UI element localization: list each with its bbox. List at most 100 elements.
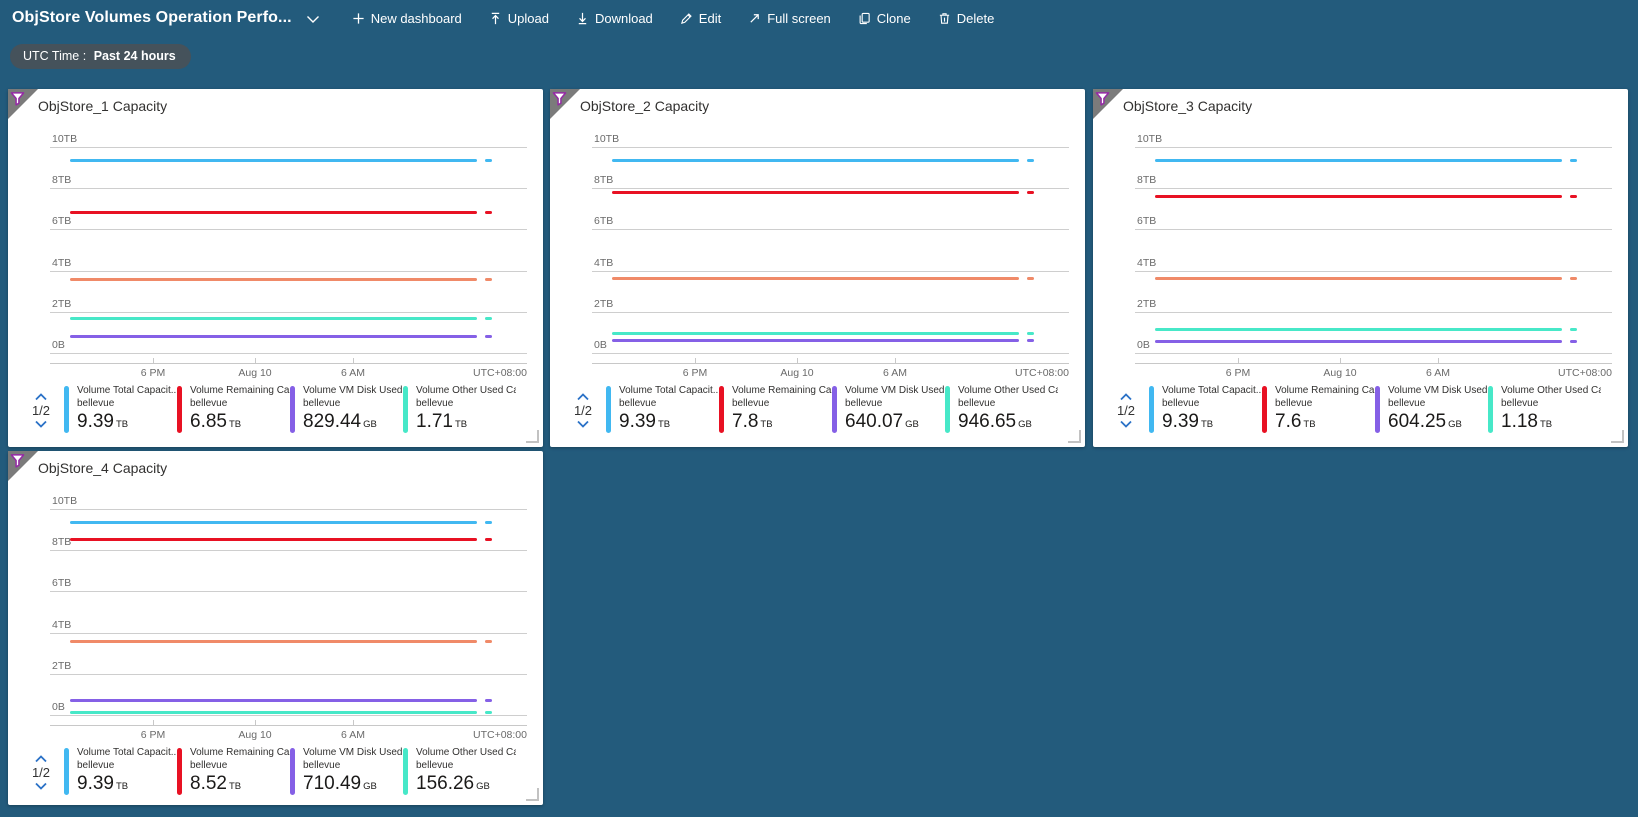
dashboard-title[interactable]: ObjStore Volumes Operation Perfo... xyxy=(12,9,292,26)
upload-button[interactable]: Upload xyxy=(489,11,549,26)
series-line xyxy=(612,191,1019,194)
legend-item[interactable]: Volume VM Disk Used ... bellevue 710.49 G… xyxy=(290,746,403,798)
legend-color-bar xyxy=(945,386,950,433)
page-up-icon[interactable] xyxy=(577,392,589,401)
new-dashboard-button[interactable]: New dashboard xyxy=(352,11,462,26)
series-line xyxy=(1155,340,1562,343)
tile-filter-corner[interactable] xyxy=(8,89,38,119)
edit-button[interactable]: Edit xyxy=(680,11,721,26)
legend-metric-label: Volume VM Disk Used ... xyxy=(303,385,403,396)
legend-item[interactable]: Volume VM Disk Used ... bellevue 604.25 G… xyxy=(1375,384,1488,436)
legend-unit: TB xyxy=(454,419,468,430)
tile-resize-handle[interactable] xyxy=(1068,430,1081,443)
legend-item[interactable]: Volume Remaining Cap... bellevue 7.8TB xyxy=(719,384,832,436)
legend-unit: TB xyxy=(228,419,242,430)
y-axis-label: 8TB xyxy=(52,174,72,186)
y-axis-label: 0B xyxy=(52,339,65,351)
legend-value: 604.25 xyxy=(1388,411,1447,432)
chevron-down-icon[interactable] xyxy=(306,11,320,29)
page-down-icon[interactable] xyxy=(35,782,47,790)
legend-unit: TB xyxy=(1303,419,1316,430)
tile-resize-handle[interactable] xyxy=(526,430,539,443)
funnel-icon xyxy=(1095,92,1110,106)
legend-item[interactable]: Volume Remaining Cap... bellevue 7.6TB xyxy=(1262,384,1375,436)
page-down-icon[interactable] xyxy=(35,420,47,428)
series-line xyxy=(612,277,1019,280)
tile-filter-corner[interactable] xyxy=(550,89,580,119)
legend-value: 9.39 xyxy=(77,773,114,794)
page-up-icon[interactable] xyxy=(1120,392,1132,401)
legend-color-bar xyxy=(177,748,182,795)
legend-item[interactable]: Volume Total Capacit... bellevue 9.39 TB xyxy=(606,384,719,436)
tile-filter-corner[interactable] xyxy=(1093,89,1123,119)
legend-item[interactable]: Volume Other Used Ca... bellevue 156.26G… xyxy=(403,746,516,798)
y-gridline xyxy=(1135,229,1612,230)
delete-button[interactable]: Delete xyxy=(938,11,994,26)
x-axis-label: 6 AM xyxy=(341,367,365,379)
tile-title: ObjStore_1 Capacity xyxy=(38,98,168,114)
y-gridline xyxy=(1135,353,1612,354)
page-up-icon[interactable] xyxy=(35,392,47,401)
y-axis-label: 4TB xyxy=(52,257,72,269)
x-axis-label: Aug 10 xyxy=(780,367,814,379)
page-up-icon[interactable] xyxy=(35,754,47,763)
x-axis-tick xyxy=(255,358,256,363)
y-axis-label: 2TB xyxy=(1137,298,1157,310)
upload-icon xyxy=(489,12,502,25)
legend-items: Volume Total Capacit... bellevue 9.39 TB … xyxy=(64,384,516,436)
y-gridline xyxy=(1135,271,1612,272)
legend-value: 6.85 xyxy=(190,411,227,432)
legend-resource-label: bellevue xyxy=(958,398,996,409)
legend-unit: GB xyxy=(905,419,919,430)
legend-unit: TB xyxy=(228,781,242,792)
legend-color-bar xyxy=(1488,386,1493,433)
legend-item[interactable]: Volume Total Capacit... bellevue 9.39 TB xyxy=(1149,384,1262,436)
legend-item[interactable]: Volume VM Disk Used ... bellevue 640.07 G… xyxy=(832,384,945,436)
timezone-label: UTC+08:00 xyxy=(473,367,527,379)
download-icon xyxy=(576,12,589,25)
legend-item[interactable]: Volume Other Used Ca... bellevue 946.65G… xyxy=(945,384,1058,436)
full-screen-button[interactable]: Full screen xyxy=(748,11,831,26)
tile-resize-handle[interactable] xyxy=(1611,430,1624,443)
download-button[interactable]: Download xyxy=(576,11,653,26)
dashboard-tile: ObjStore_3 Capacity 10TB 8TB 6TB 4TB 2TB 0B 1… xyxy=(1093,89,1628,447)
y-gridline xyxy=(50,633,527,634)
clone-button[interactable]: Clone xyxy=(858,11,911,26)
time-filter-pill[interactable]: UTC Time : Past 24 hours xyxy=(10,44,191,69)
legend-resource-label: bellevue xyxy=(619,398,657,409)
legend-item[interactable]: Volume VM Disk Used ... bellevue 829.44 G… xyxy=(290,384,403,436)
legend-value: 156.26 xyxy=(416,773,475,794)
legend-resource-label: bellevue xyxy=(732,398,770,409)
y-gridline xyxy=(592,188,1069,189)
chart-legend: 1/2 Volume Total Capacit... bellevue 9.3… xyxy=(560,384,1058,436)
line-chart-plot: 10TB 8TB 6TB 4TB 2TB 0B xyxy=(50,495,527,716)
legend-item[interactable]: Volume Total Capacit... bellevue 9.39 TB xyxy=(64,746,177,798)
y-axis-label: 10TB xyxy=(52,133,78,145)
page-down-icon[interactable] xyxy=(1120,420,1132,428)
x-axis-tick xyxy=(797,358,798,363)
y-axis-label: 8TB xyxy=(594,174,614,186)
toolbar-button-label: Full screen xyxy=(767,10,831,26)
y-axis-label: 6TB xyxy=(1137,215,1157,227)
series-line xyxy=(1155,195,1562,198)
series-line-end-marker xyxy=(485,538,492,541)
tile-filter-corner[interactable] xyxy=(8,451,38,481)
series-line xyxy=(70,317,477,320)
x-axis-label: 6 AM xyxy=(1426,367,1450,379)
legend-items: Volume Total Capacit... bellevue 9.39 TB … xyxy=(1149,384,1601,436)
tile-resize-handle[interactable] xyxy=(526,788,539,801)
legend-metric-label: Volume VM Disk Used ... xyxy=(1388,385,1488,396)
legend-color-bar xyxy=(1149,386,1154,433)
legend-items: Volume Total Capacit... bellevue 9.39 TB … xyxy=(606,384,1058,436)
legend-unit: TB xyxy=(1200,419,1214,430)
legend-unit: TB xyxy=(115,781,129,792)
legend-item[interactable]: Volume Total Capacit... bellevue 9.39 TB xyxy=(64,384,177,436)
series-line xyxy=(70,699,477,702)
page-down-icon[interactable] xyxy=(577,420,589,428)
y-gridline xyxy=(50,147,527,148)
legend-color-bar xyxy=(403,386,408,433)
